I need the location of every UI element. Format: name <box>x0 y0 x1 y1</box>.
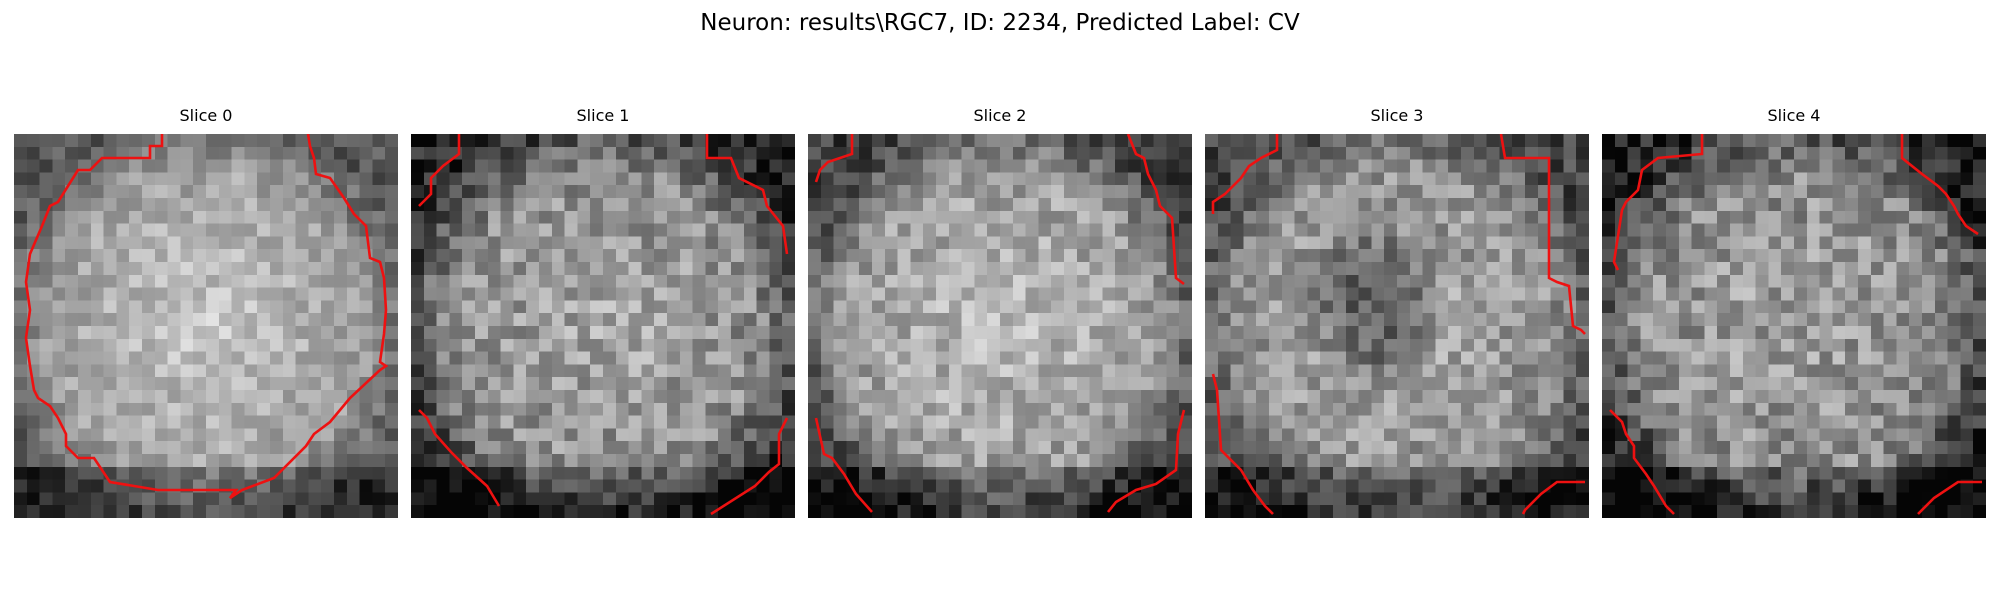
contour-line <box>1211 373 1274 515</box>
slice-image <box>14 134 398 518</box>
slice-pixels <box>14 134 398 518</box>
contour-line <box>1499 134 1586 335</box>
contour-line <box>710 417 789 516</box>
contour-line <box>1612 134 1704 271</box>
contour-line <box>1917 480 1982 515</box>
slice-image <box>1602 134 1986 518</box>
slice-pixels <box>411 134 795 518</box>
slice-image <box>411 134 795 518</box>
contour-line <box>814 417 873 513</box>
contour-line <box>1521 480 1585 515</box>
slice-image <box>808 134 1192 518</box>
contour-line <box>814 134 854 183</box>
slice-pixels <box>1205 134 1589 518</box>
contour-line <box>1106 409 1186 513</box>
contour-line <box>1900 134 1979 236</box>
slice-pixels <box>1602 134 1986 518</box>
figure-title: Neuron: results\RGC7, ID: 2234, Predicte… <box>700 10 1300 36</box>
contour-line <box>1211 134 1279 214</box>
contour-line <box>1126 134 1185 286</box>
slice-title: Slice 0 <box>179 106 233 125</box>
contour-line <box>705 134 789 255</box>
slice-pixels <box>808 134 1192 518</box>
slice-title: Slice 4 <box>1767 106 1821 125</box>
slice-title: Slice 2 <box>973 106 1027 125</box>
slice-title: Slice 1 <box>576 106 630 125</box>
slice-title: Slice 3 <box>1370 106 1424 125</box>
contour-line <box>418 409 501 507</box>
contour-line <box>24 134 389 500</box>
contour-line <box>1609 409 1675 515</box>
slice-image <box>1205 134 1589 518</box>
contour-line <box>418 134 461 207</box>
